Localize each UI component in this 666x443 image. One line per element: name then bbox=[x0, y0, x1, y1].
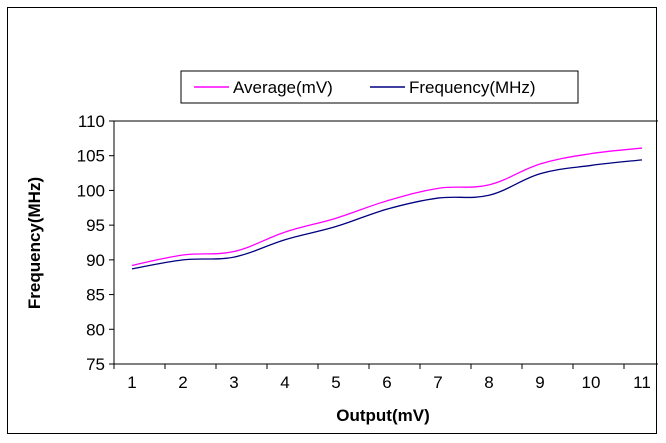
x-axis-title: Output(mV) bbox=[336, 406, 429, 425]
chart-frame: Average(mV) Frequency(MHz) 75 80 85 90 95 100… bbox=[7, 7, 658, 434]
x-tick-label: 9 bbox=[535, 373, 544, 392]
series-line-0 bbox=[131, 147, 643, 267]
x-tick-label: 6 bbox=[382, 373, 391, 392]
plot-area bbox=[113, 120, 658, 365]
y-tick-label: 85 bbox=[86, 286, 105, 305]
y-tick-label: 110 bbox=[78, 112, 105, 131]
y-tick-label: 100 bbox=[77, 181, 105, 200]
x-tick-label: 11 bbox=[633, 373, 651, 392]
y-tick-label: 75 bbox=[86, 355, 105, 374]
series-lines bbox=[131, 147, 643, 270]
x-tick-label: 4 bbox=[280, 373, 289, 392]
legend-label-average: Average(mV) bbox=[233, 78, 333, 97]
x-tick-label: 7 bbox=[433, 373, 442, 392]
x-axis: 1 2 3 4 5 6 7 8 9 10 11 bbox=[113, 364, 651, 392]
x-tick-label: 5 bbox=[331, 373, 340, 392]
y-tick-label: 80 bbox=[86, 320, 105, 339]
y-tick-label: 105 bbox=[77, 147, 105, 166]
y-axis-title: Frequency(MHz) bbox=[25, 177, 44, 309]
x-tick-label: 1 bbox=[127, 373, 136, 392]
line-chart: Average(mV) Frequency(MHz) 7580859095100… bbox=[25, 70, 658, 425]
series-line-1 bbox=[131, 159, 643, 270]
x-tick-label: 8 bbox=[484, 373, 493, 392]
y-tick-label: 95 bbox=[86, 216, 105, 235]
x-tick-label: 10 bbox=[582, 373, 601, 392]
x-tick-label: 2 bbox=[178, 373, 187, 392]
y-tick-label: 90 bbox=[86, 251, 105, 270]
legend-label-frequency: Frequency(MHz) bbox=[409, 78, 536, 97]
legend: Average(mV) Frequency(MHz) bbox=[180, 70, 579, 104]
x-tick-label: 3 bbox=[229, 373, 238, 392]
y-axis: 75 80 85 90 95 100 105 110 bbox=[77, 112, 114, 374]
